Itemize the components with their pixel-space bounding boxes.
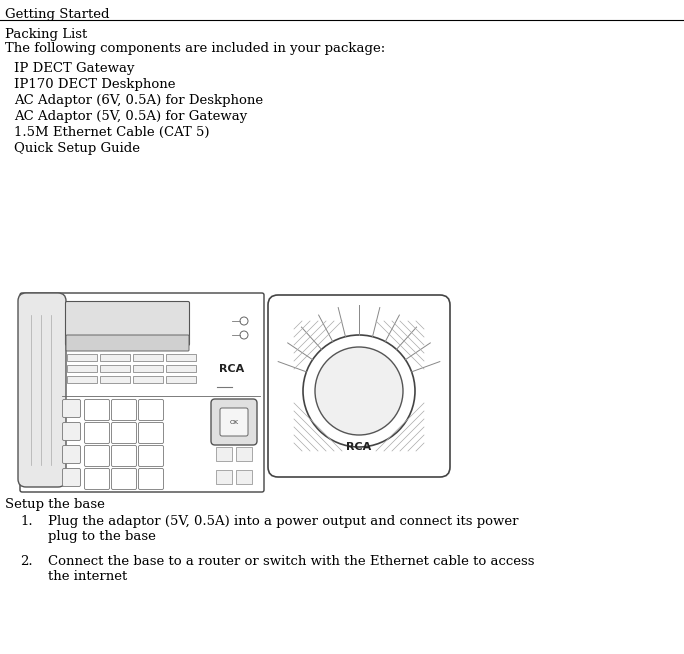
Bar [166, 376, 196, 383]
FancyBboxPatch shape [18, 293, 66, 487]
Text: Setup the base: Setup the base [5, 498, 105, 511]
Bar [216, 447, 232, 461]
FancyBboxPatch shape [62, 422, 81, 441]
FancyBboxPatch shape [85, 468, 109, 489]
Text: RCA: RCA [346, 442, 371, 452]
Text: IP DECT Gateway: IP DECT Gateway [14, 62, 135, 75]
Text: the internet: the internet [48, 570, 127, 583]
Text: Getting Started: Getting Started [5, 8, 109, 21]
Text: RCА: RCА [220, 364, 245, 374]
Text: plug to the base: plug to the base [48, 530, 156, 543]
Bar [67, 365, 97, 372]
FancyBboxPatch shape [111, 422, 137, 443]
Circle shape [303, 335, 415, 447]
Text: 2.: 2. [20, 555, 33, 568]
Text: Quick Setup Guide: Quick Setup Guide [14, 142, 140, 155]
Bar [166, 365, 196, 372]
Bar [100, 365, 130, 372]
Text: Connect the base to a router or switch with the Ethernet cable to access: Connect the base to a router or switch w… [48, 555, 534, 568]
Bar [67, 354, 97, 361]
Bar [133, 354, 163, 361]
Bar [100, 354, 130, 361]
FancyBboxPatch shape [268, 295, 450, 477]
Bar [166, 354, 196, 361]
Circle shape [240, 317, 248, 325]
Text: AC Adaptor (6V, 0.5A) for Deskphone: AC Adaptor (6V, 0.5A) for Deskphone [14, 94, 263, 107]
Bar [236, 470, 252, 484]
Bar [133, 365, 163, 372]
Bar [133, 376, 163, 383]
Bar [236, 447, 252, 461]
Text: 1.: 1. [20, 515, 33, 528]
FancyBboxPatch shape [111, 400, 137, 421]
FancyBboxPatch shape [66, 335, 189, 351]
FancyBboxPatch shape [85, 445, 109, 466]
Circle shape [240, 331, 248, 339]
FancyBboxPatch shape [62, 400, 81, 417]
Text: OK: OK [229, 419, 239, 424]
Bar [100, 376, 130, 383]
FancyBboxPatch shape [20, 293, 264, 492]
FancyBboxPatch shape [66, 301, 189, 345]
Text: IP170 DECT Deskphone: IP170 DECT Deskphone [14, 78, 176, 91]
FancyBboxPatch shape [62, 445, 81, 464]
Bar [67, 376, 97, 383]
Text: The following components are included in your package:: The following components are included in… [5, 42, 385, 55]
FancyBboxPatch shape [138, 468, 163, 489]
FancyBboxPatch shape [111, 445, 137, 466]
Text: AC Adaptor (5V, 0.5A) for Gateway: AC Adaptor (5V, 0.5A) for Gateway [14, 110, 247, 123]
FancyBboxPatch shape [138, 400, 163, 421]
FancyBboxPatch shape [85, 422, 109, 443]
FancyBboxPatch shape [62, 468, 81, 487]
FancyBboxPatch shape [111, 468, 137, 489]
Text: 1.5M Ethernet Cable (CAT 5): 1.5M Ethernet Cable (CAT 5) [14, 126, 209, 139]
Text: Plug the adaptor (5V, 0.5A) into a power output and connect its power: Plug the adaptor (5V, 0.5A) into a power… [48, 515, 518, 528]
FancyBboxPatch shape [138, 422, 163, 443]
Circle shape [315, 347, 403, 435]
Text: Packing List: Packing List [5, 28, 88, 41]
FancyBboxPatch shape [220, 408, 248, 436]
Bar [216, 470, 232, 484]
FancyBboxPatch shape [138, 445, 163, 466]
FancyBboxPatch shape [211, 399, 257, 445]
FancyBboxPatch shape [85, 400, 109, 421]
